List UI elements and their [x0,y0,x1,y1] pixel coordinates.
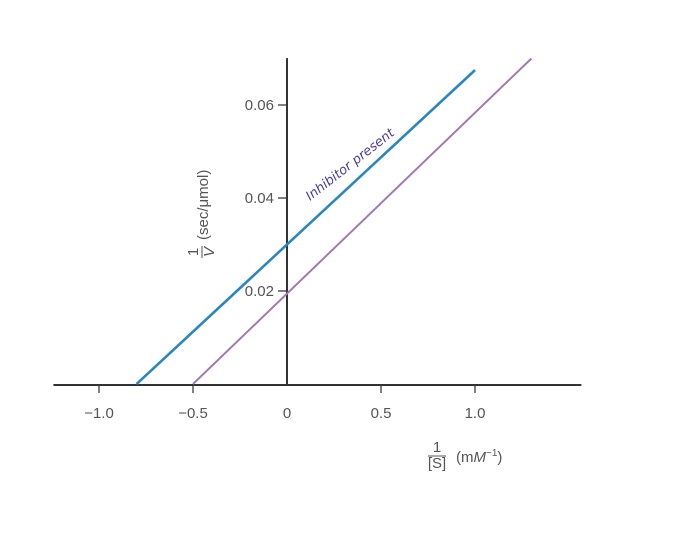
series-line-no-inhibitor [192,57,533,385]
annotation-inhibitor-present: Inhibitor present [303,125,398,204]
x-tick-label: −1.0 [84,405,114,422]
x-tick-label: 1.0 [465,405,486,422]
x-label-denominator: [S] [428,455,446,472]
x-label-numerator: 1 [433,439,441,456]
x-axis-label: 1 [S] (mM−1) [428,439,503,472]
y-label-unit: (sec/μmol) [195,170,212,240]
y-tick-label: 0.06 [245,97,274,114]
series-line-inhibitor-present [135,69,476,385]
y-label-denominator: V [201,245,218,257]
x-tick-label: −0.5 [178,405,208,422]
x-tick-label: 0.5 [371,405,392,422]
x-tick-label: 0 [283,405,291,422]
y-tick-label: 0.04 [245,190,274,207]
x-label-unit: (mM−1) [456,448,502,466]
y-label-numerator: 1 [185,248,202,256]
y-tick-label: 0.02 [245,283,274,300]
y-axis-label: 1 V (sec/μmol) [185,170,218,258]
